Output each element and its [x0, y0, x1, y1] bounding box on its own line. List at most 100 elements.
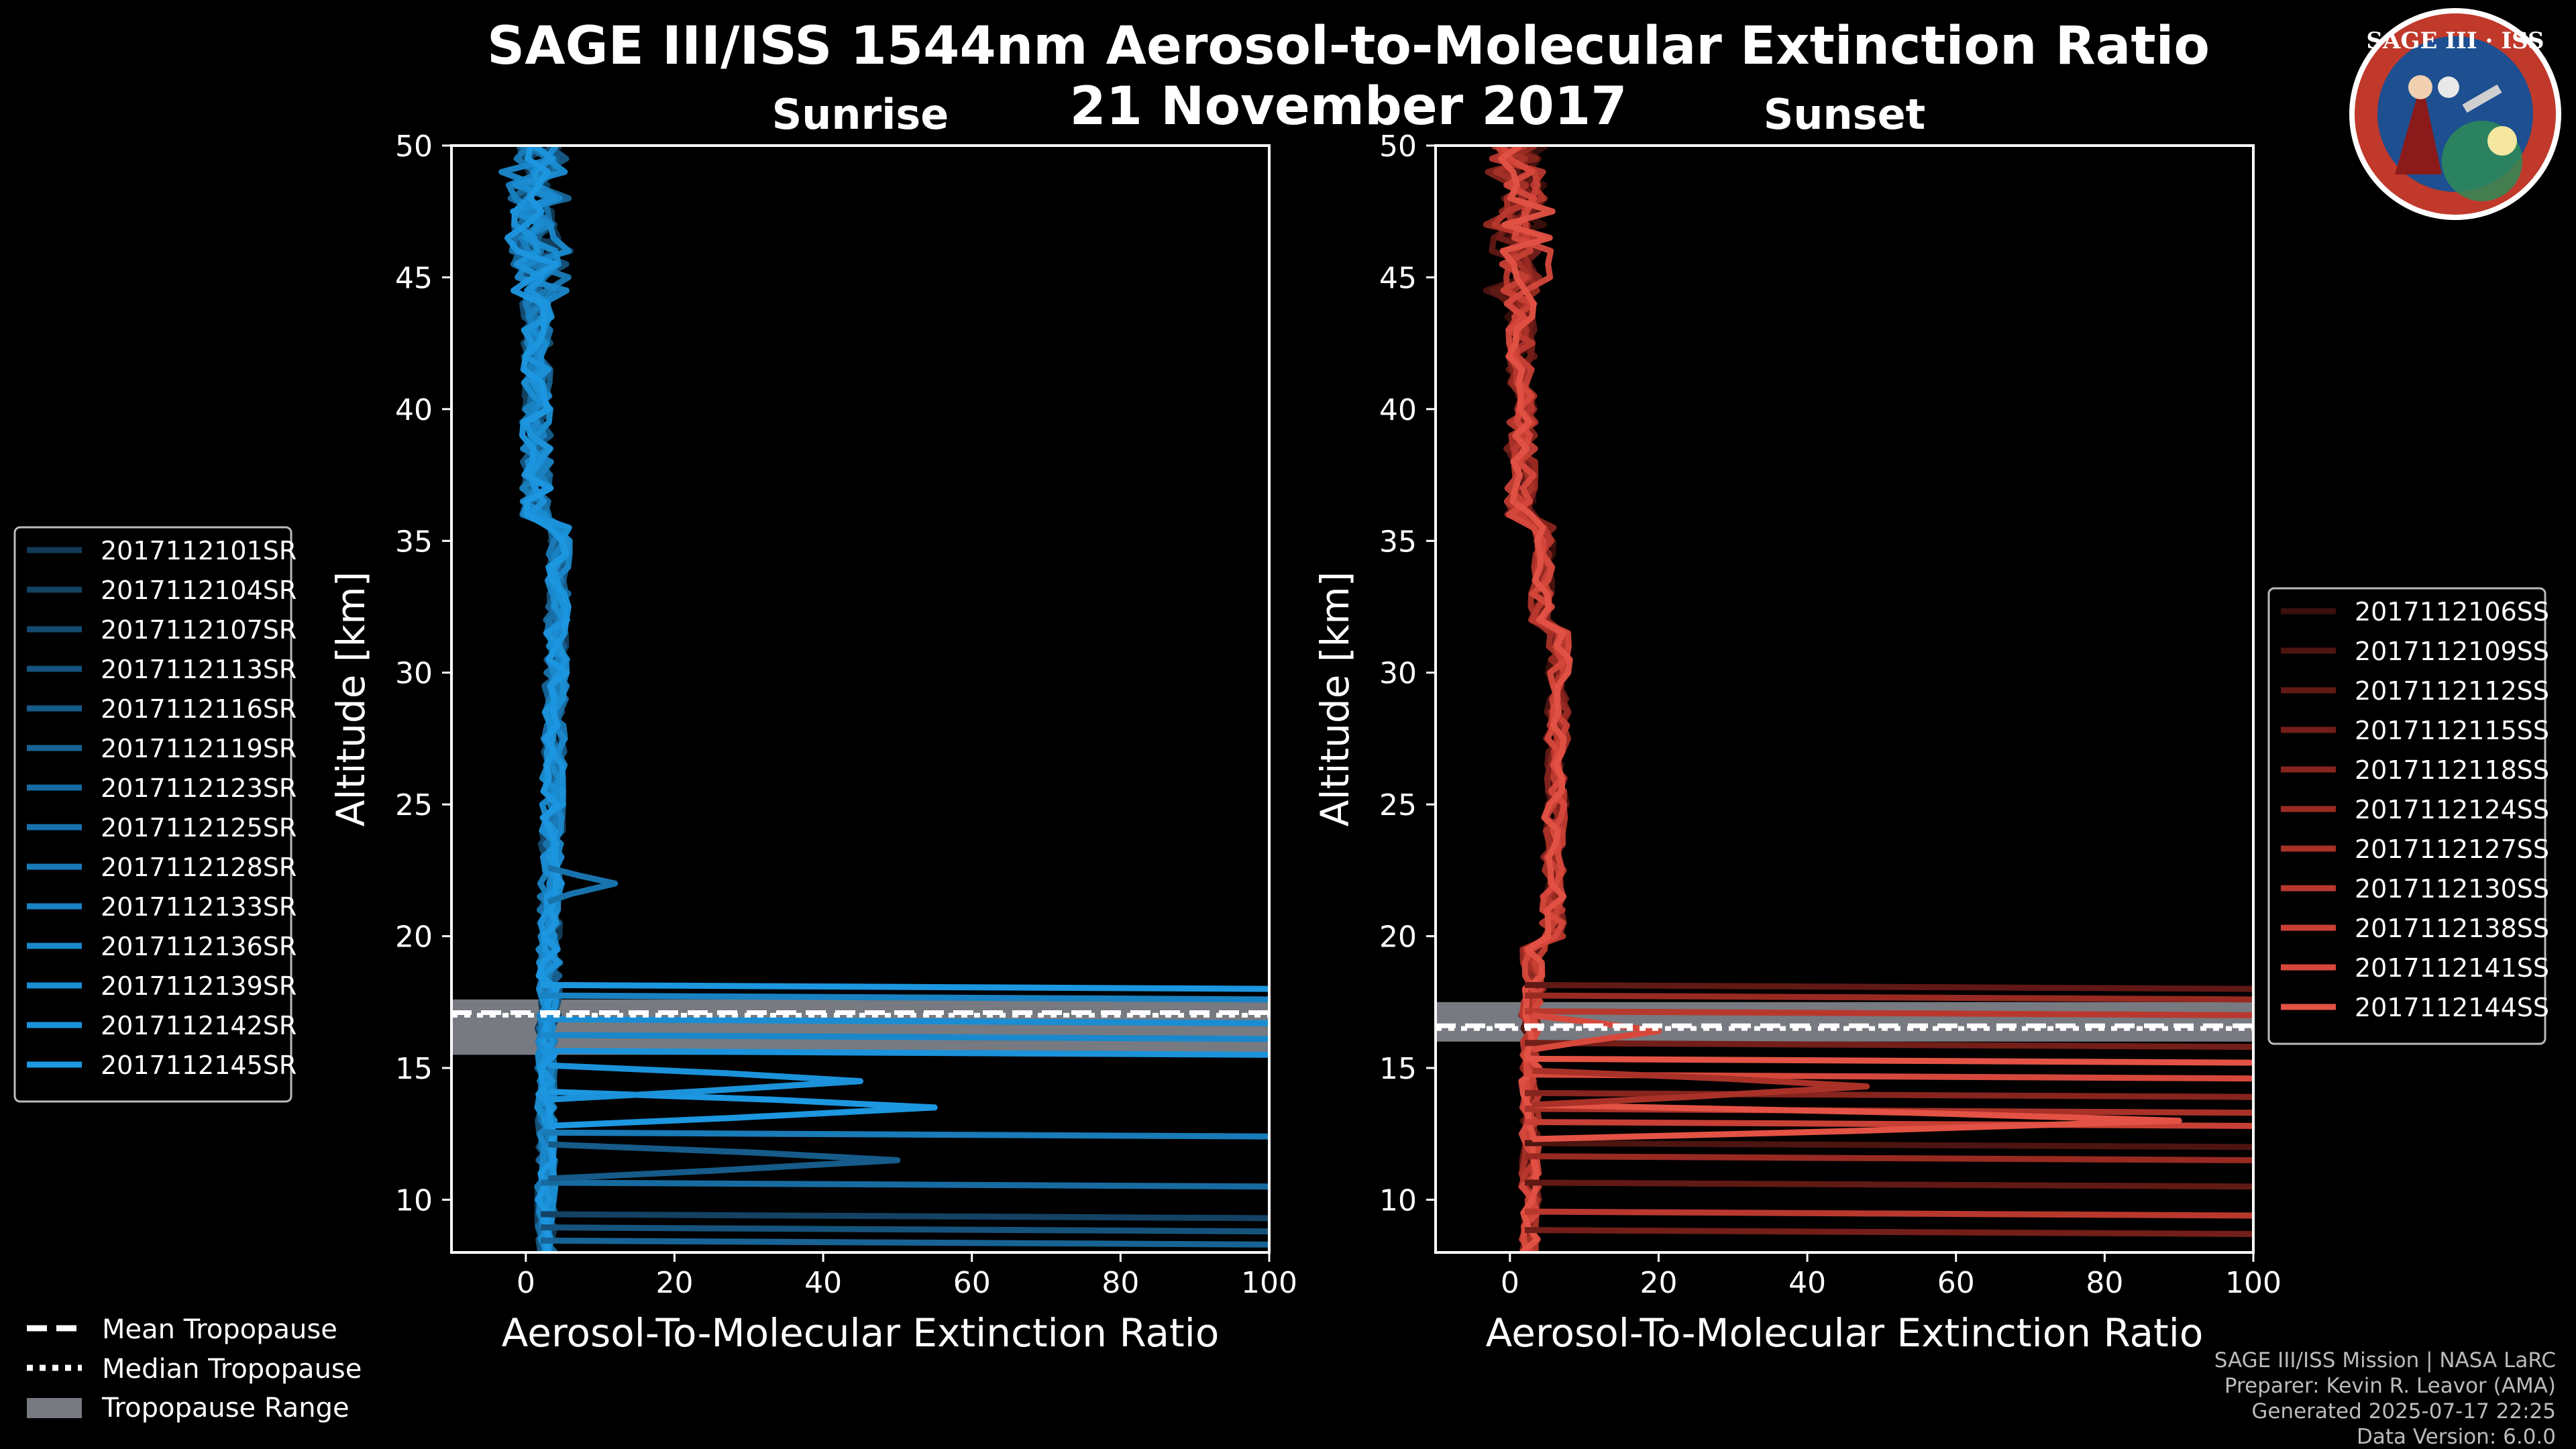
feature-line-0: [540, 1237, 1269, 1248]
panel-title: Sunset: [1764, 90, 1926, 139]
x-tick-label: 80: [1102, 1266, 1139, 1300]
spike-line-2: [547, 1062, 863, 1103]
feature-line-12: [1524, 992, 2253, 1003]
x-tick-label: 100: [2225, 1266, 2282, 1300]
legend-entry-label: 2017112118SS: [2355, 755, 2549, 785]
x-tick-label: 20: [1640, 1266, 1677, 1300]
y-tick-label: 10: [1379, 1183, 1417, 1218]
sage-logo: SAGE III · ISS: [2349, 8, 2561, 220]
feature-line-8: [540, 992, 1269, 1003]
legend-entry-label: 2017112124SS: [2355, 795, 2549, 824]
logo-sun-icon: [2487, 126, 2517, 156]
y-tick-label: 30: [1379, 657, 1417, 691]
x-tick-label: 60: [953, 1266, 991, 1300]
axes-frame: [1434, 144, 2255, 1254]
feature-line-7: [1524, 1089, 2253, 1100]
x-tick-label: 40: [1788, 1266, 1826, 1300]
feature-line-3: [1524, 1153, 2253, 1163]
feature-line-9: [1524, 1055, 2253, 1066]
legend-entry-label: 2017112101SR: [101, 536, 297, 566]
y-tick-label: 50: [1379, 129, 1417, 164]
y-tick-label: 25: [1379, 788, 1417, 822]
mean-tropopause-label: Mean Tropopause: [102, 1314, 337, 1345]
feature-line-2: [540, 1211, 1269, 1222]
sunrise-panel: 0 20 40 60 80 100 10 15 20 25 30 35 40 45 50 Aerosol-To…: [328, 90, 1297, 1356]
legend-entry-label: 2017112112SS: [2355, 676, 2549, 706]
legend-entry-label: 2017112127SS: [2355, 835, 2549, 864]
x-tick-label: 80: [2086, 1266, 2123, 1300]
x-tick-label: 40: [804, 1266, 842, 1300]
feature-line-1: [1524, 1208, 2253, 1219]
plot-area: [1436, 146, 2253, 1252]
legend-entry-label: 2017112133SR: [101, 892, 297, 922]
y-tick-label: 15: [395, 1052, 433, 1086]
y-tick-label: 20: [1379, 920, 1417, 955]
logo-wizard-icon: [2395, 80, 2442, 174]
panel-title: Sunrise: [772, 90, 949, 139]
sunrise-legend: 2017112101SR 2017112104SR 2017112107SR 2017…: [13, 526, 297, 1103]
feature-line-11: [1524, 1008, 2253, 1018]
legend-entry-label: 2017112136SR: [101, 932, 297, 961]
legend-entry-label: 2017112115SS: [2355, 716, 2549, 745]
logo-title: SAGE III · ISS: [2366, 28, 2544, 54]
feature-line-3: [540, 1179, 1269, 1190]
x-tick-label: 100: [1241, 1266, 1297, 1300]
x-tick-label: 20: [655, 1266, 693, 1300]
legend-entry-label: 2017112138SS: [2355, 914, 2549, 943]
legend-entry-label: 2017112139SR: [101, 971, 297, 1001]
credit-mission: SAGE III/ISS Mission | NASA LaRC: [2214, 1348, 2556, 1373]
spike-line-0: [1532, 1102, 2182, 1142]
credit-generated: Generated 2025-07-17 22:25: [2251, 1399, 2556, 1424]
y-tick-label: 30: [395, 657, 433, 691]
legend-entry-label: 2017112109SS: [2355, 637, 2549, 666]
legend-entry-label: 2017112144SS: [2355, 993, 2549, 1022]
legend-entry-label: 2017112106SS: [2355, 597, 2549, 627]
feature-line-7: [540, 1016, 1269, 1026]
y-tick-label: 20: [395, 920, 433, 955]
legend-box: [2267, 587, 2546, 1045]
spike-line-0: [547, 1141, 901, 1182]
feature-line-5: [1524, 1119, 2253, 1129]
feature-line-1: [540, 1224, 1269, 1235]
tropopause-range-band: [1436, 1002, 2253, 1042]
feature-line-4: [540, 1129, 1269, 1140]
sunset-legend: 2017112106SS 2017112109SS 2017112112SS 2017…: [2267, 587, 2549, 1045]
logo-wizard-head-icon: [2408, 75, 2432, 99]
feature-line-6: [540, 1032, 1269, 1042]
profile-line-2017112145SR: [504, 146, 572, 1252]
y-tick-label: 10: [395, 1183, 433, 1218]
y-tick-label: 45: [395, 261, 433, 295]
feature-line-2: [1524, 1179, 2253, 1190]
x-tick-label: 0: [517, 1266, 535, 1300]
plot-area: [451, 146, 1269, 1252]
legend-entry-label: 2017112145SR: [101, 1051, 297, 1080]
y-tick-label: 25: [395, 788, 433, 822]
legend-entry-label: 2017112107SR: [101, 615, 297, 645]
tropopause-legend: Mean Tropopause Median Tropopause Tropop…: [27, 1314, 362, 1424]
legend-entry-label: 2017112130SS: [2355, 874, 2549, 904]
spike-line-1: [547, 1088, 938, 1129]
y-axis-label: Altitude [km]: [1312, 572, 1358, 826]
feature-line-0: [1524, 1227, 2253, 1237]
legend-entry-label: 2017112104SR: [101, 576, 297, 605]
credits: SAGE III/ISS Mission | NASA LaRC Prepare…: [2214, 1348, 2556, 1449]
logo-moon-icon: [2438, 76, 2459, 98]
legend-entry-label: 2017112113SR: [101, 655, 297, 684]
y-tick-label: 40: [1379, 393, 1417, 427]
credit-data-version: Data Version: 6.0.0: [2357, 1425, 2556, 1449]
y-tick-label: 50: [395, 129, 433, 164]
y-tick-label: 40: [395, 393, 433, 427]
legend-entry-label: 2017112119SR: [101, 734, 297, 763]
feature-line-4: [1524, 1140, 2253, 1150]
feature-line-10: [1524, 1040, 2253, 1051]
y-axis-label: Altitude [km]: [328, 572, 374, 826]
legend-entry-label: 2017112123SR: [101, 773, 297, 803]
spike-line-2: [1532, 1012, 1662, 1053]
x-tick-label: 60: [1937, 1266, 1975, 1300]
x-axis-label: Aerosol-To-Molecular Extinction Ratio: [502, 1310, 1220, 1356]
spike-line-1: [1532, 1067, 1870, 1108]
y-tick-label: 35: [1379, 525, 1417, 559]
y-tick-label: 35: [395, 525, 433, 559]
median-tropopause-label: Median Tropopause: [102, 1354, 362, 1385]
